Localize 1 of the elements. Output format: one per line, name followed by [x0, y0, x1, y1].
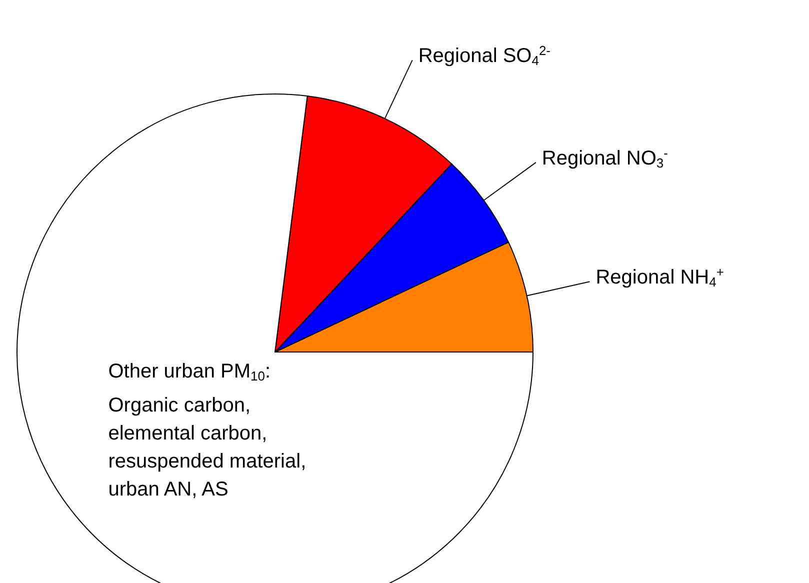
slice-label: Other urban PM$_{10}$: Organic carbon, elemental carbon, resuspended material, urban AN, AS	[108, 360, 306, 500]
